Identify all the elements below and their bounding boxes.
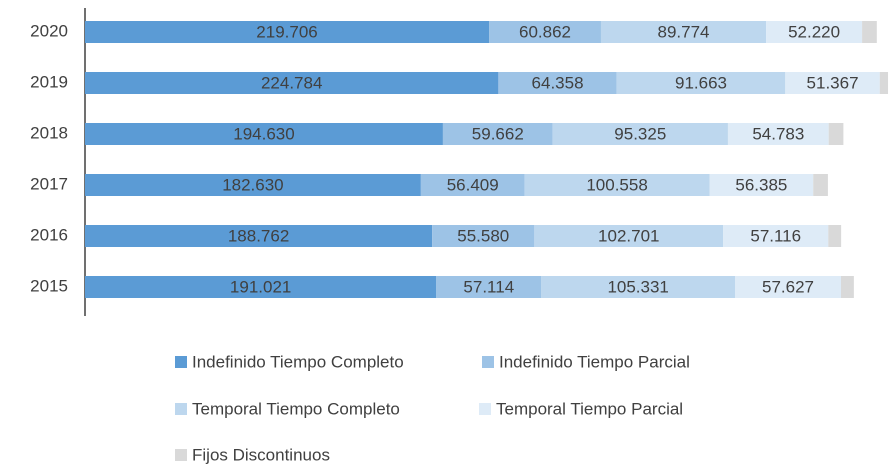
- y-tick-label: 2015: [30, 276, 68, 295]
- data-label: 194.630: [233, 124, 294, 143]
- bar-segment: [862, 21, 877, 43]
- bar-segment: [85, 123, 443, 145]
- bar-segment: [552, 123, 728, 145]
- data-label: 57.116: [750, 226, 801, 245]
- data-label: 51.367: [807, 73, 859, 92]
- data-label: 56.385: [735, 175, 787, 194]
- bar-segment: [709, 174, 814, 196]
- data-label: 57.114: [463, 277, 514, 296]
- data-label: 224.784: [261, 73, 322, 92]
- legend-label: Temporal Tiempo Completo: [192, 399, 400, 418]
- data-label: 102.701: [598, 226, 659, 245]
- bar-segment: [420, 174, 525, 196]
- data-label: 182.630: [222, 175, 283, 194]
- bar-segment: [85, 72, 499, 94]
- bar-segment: [85, 225, 433, 247]
- y-tick-label: 2017: [30, 174, 68, 193]
- bar-segment: [442, 123, 553, 145]
- data-label: 188.762: [228, 226, 289, 245]
- bar-segment: [785, 72, 880, 94]
- bar-segment: [85, 21, 490, 43]
- y-tick-label: 2019: [30, 72, 68, 91]
- bar-segment: [727, 123, 829, 145]
- bar-segment: [85, 174, 421, 196]
- data-label: 89.774: [658, 22, 710, 41]
- bar-segment: [432, 225, 535, 247]
- bar-segment: [828, 123, 844, 145]
- bar-segment: [766, 21, 863, 43]
- data-label: 59.662: [472, 124, 524, 143]
- legend-label: Temporal Tiempo Parcial: [496, 399, 683, 418]
- data-label: 56.409: [447, 175, 499, 194]
- bar-segment: [489, 21, 601, 43]
- data-label: 100.558: [586, 175, 647, 194]
- legend-swatch: [175, 403, 187, 415]
- bar-segment: [735, 276, 842, 298]
- data-label: 64.358: [532, 73, 584, 92]
- y-tick-label: 2020: [30, 21, 68, 40]
- data-label: 91.663: [675, 73, 727, 92]
- bar-segment: [524, 174, 710, 196]
- bar-segment: [534, 225, 724, 247]
- data-label: 54.783: [752, 124, 804, 143]
- legend-swatch: [175, 356, 187, 368]
- bar-segment: [813, 174, 828, 196]
- data-label: 105.331: [607, 277, 668, 296]
- legend-label: Fijos Discontinuos: [192, 445, 330, 464]
- legend-swatch: [175, 449, 187, 461]
- y-tick-label: 2016: [30, 225, 68, 244]
- data-label: 219.706: [256, 22, 317, 41]
- data-label: 60.862: [519, 22, 571, 41]
- bar-segment: [828, 225, 842, 247]
- bar-segment: [841, 276, 854, 298]
- bar-segment: [436, 276, 542, 298]
- bar-segment: [616, 72, 786, 94]
- bar-segment: [85, 276, 437, 298]
- data-label: 191.021: [230, 277, 291, 296]
- legend-label: Indefinido Tiempo Completo: [192, 352, 404, 371]
- legend-swatch: [482, 356, 494, 368]
- bar-segment: [498, 72, 617, 94]
- legend-swatch: [479, 403, 491, 415]
- y-tick-label: 2018: [30, 123, 68, 142]
- bar-segment: [723, 225, 829, 247]
- bar-segment: [879, 72, 889, 94]
- bar-segment: [600, 21, 767, 43]
- data-label: 55.580: [457, 226, 509, 245]
- legend-label: Indefinido Tiempo Parcial: [499, 352, 690, 371]
- bar-segment: [541, 276, 736, 298]
- data-label: 52.220: [788, 22, 840, 41]
- data-label: 57.627: [762, 277, 814, 296]
- data-label: 95.325: [614, 124, 666, 143]
